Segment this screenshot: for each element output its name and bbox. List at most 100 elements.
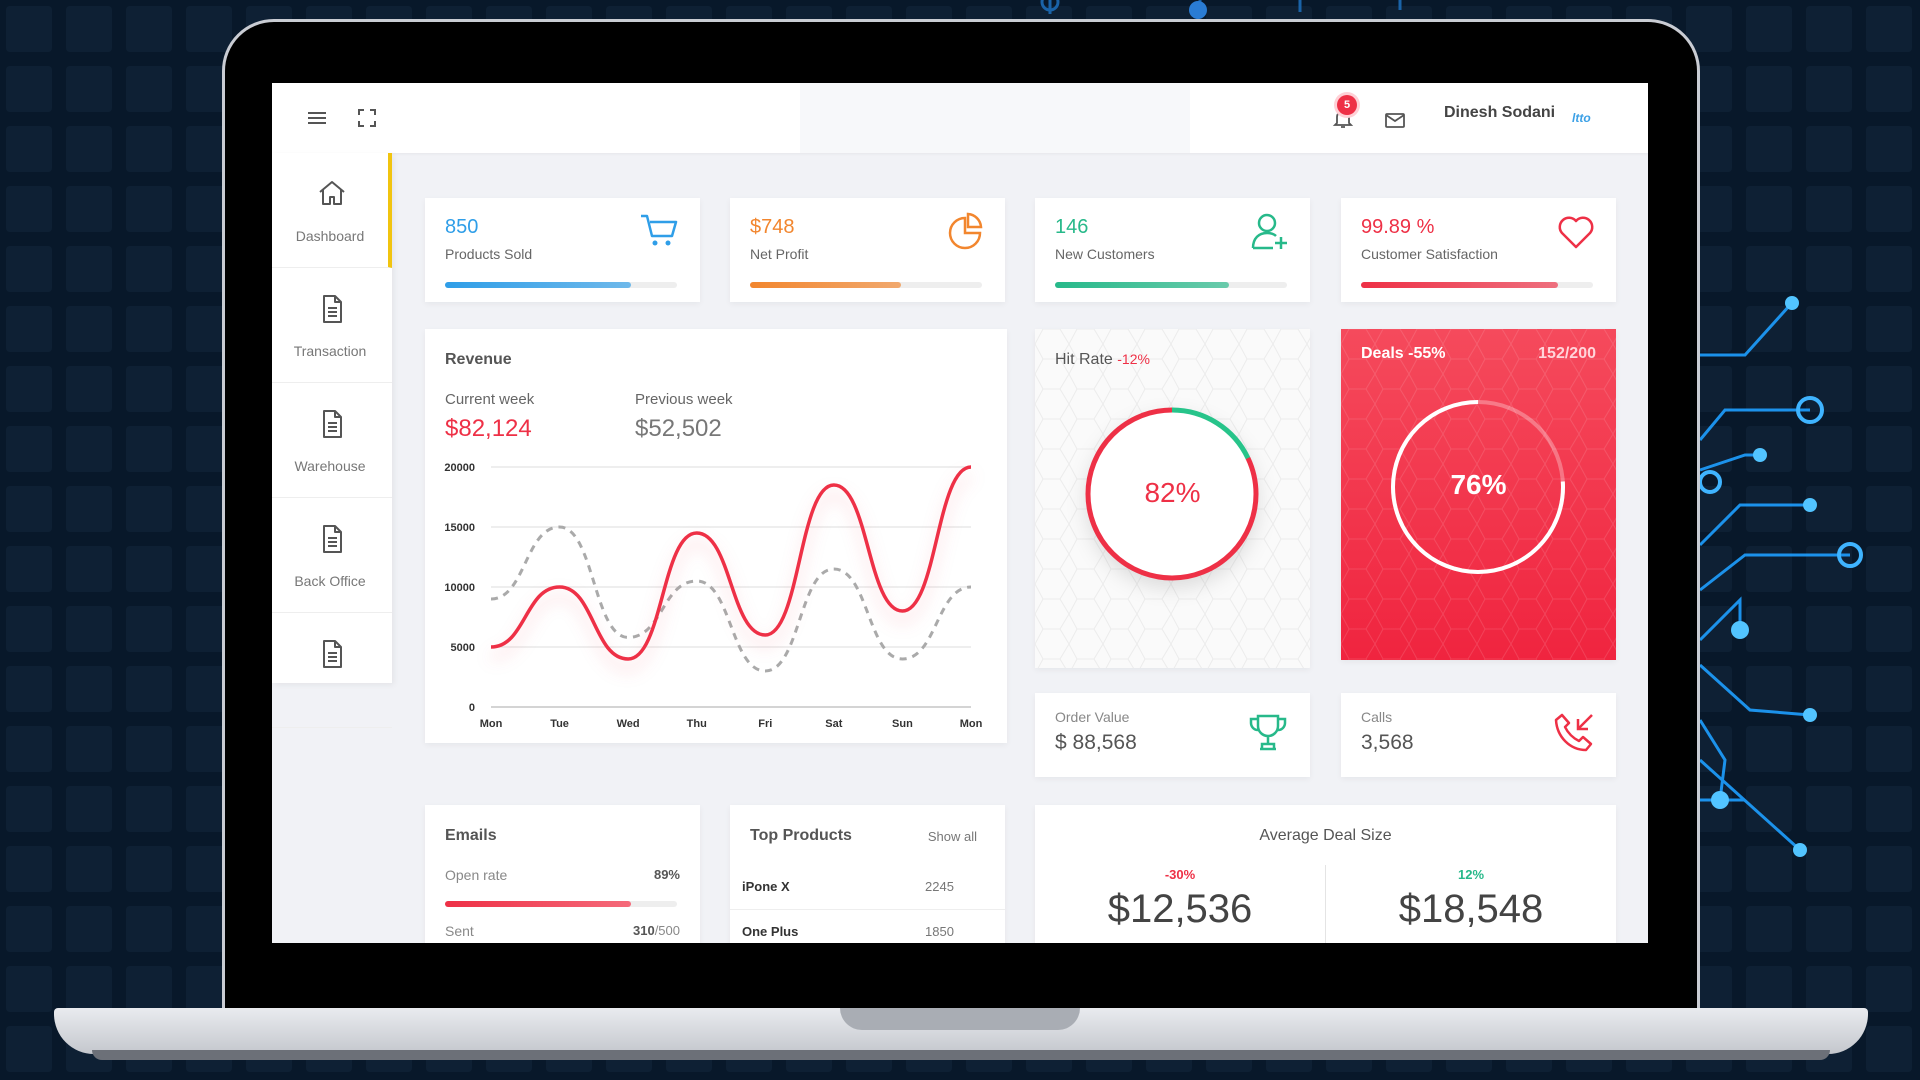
top-bar: 5 Dinesh Sodani ltto bbox=[272, 83, 1648, 153]
sidebar-item-warehouse[interactable]: Warehouse bbox=[272, 383, 392, 498]
sent-value-group: 310/500 bbox=[633, 923, 680, 938]
x-tick-label: Wed bbox=[617, 718, 640, 730]
open-rate-label: Open rate bbox=[445, 867, 508, 883]
sidebar-item-dashboard[interactable]: Dashboard bbox=[272, 153, 392, 268]
mail-icon[interactable] bbox=[1384, 109, 1406, 131]
previous-week-series-line bbox=[490, 525, 972, 673]
sent-total: /500 bbox=[654, 923, 680, 938]
laptop-base-edge bbox=[92, 1050, 1830, 1060]
product-count: 1850 bbox=[925, 924, 954, 939]
laptop-notch bbox=[840, 1008, 1080, 1030]
deals-card: Deals -55% 152/200 76% bbox=[1341, 329, 1616, 660]
top-products-title: Top Products bbox=[750, 827, 852, 844]
deals-percent: 76% bbox=[1450, 469, 1507, 500]
show-all-link[interactable]: Show all bbox=[927, 829, 977, 844]
stat-label: New Customers bbox=[1055, 246, 1155, 262]
previous-week-label: Previous week bbox=[635, 391, 733, 408]
document-icon bbox=[323, 525, 342, 553]
revenue-card: Revenue Current week $82,124 Previous we… bbox=[425, 329, 1007, 743]
heart-icon bbox=[1558, 216, 1594, 249]
hit-rate-title: Hit Rate bbox=[1055, 351, 1113, 368]
user-name[interactable]: Dinesh Sodani bbox=[1444, 104, 1556, 121]
y-tick-label: 0 bbox=[469, 702, 475, 714]
right-deal-change: 12% bbox=[1457, 867, 1485, 882]
left-deal-value: $12,536 bbox=[1107, 887, 1253, 931]
divider bbox=[1325, 865, 1326, 943]
sidebar-item-label: Transaction bbox=[293, 343, 367, 359]
left-deal-change: -30% bbox=[1164, 867, 1196, 882]
y-tick-label: 15000 bbox=[444, 522, 475, 534]
stat-value: 99.89 % bbox=[1361, 216, 1435, 238]
menu-icon[interactable] bbox=[306, 107, 328, 129]
stat-card-net-profit: $748 Net Profit bbox=[730, 198, 1005, 302]
document-icon bbox=[323, 295, 342, 323]
y-tick-label: 20000 bbox=[444, 462, 475, 474]
sidebar-item-back-office[interactable]: Back Office bbox=[272, 498, 392, 613]
table-row[interactable]: One Plus 1850 bbox=[730, 909, 1005, 943]
sidebar-item-label: Warehouse bbox=[294, 458, 366, 474]
revenue-line-chart: 0 5000 10000 15000 20000 Mon Tue Wed Thu Fri Sat Su… bbox=[444, 462, 983, 730]
dashboard-screen: 5 Dinesh Sodani ltto Dashboard Transactio… bbox=[272, 83, 1648, 943]
hit-rate-percent: 82% bbox=[1144, 477, 1201, 508]
previous-week-value: $52,502 bbox=[635, 415, 722, 442]
emails-title: Emails bbox=[445, 827, 497, 844]
stat-progress-fill bbox=[1361, 282, 1559, 288]
x-tick-label: Mon bbox=[480, 718, 503, 730]
fullscreen-icon[interactable] bbox=[356, 107, 378, 129]
stat-label: Products Sold bbox=[445, 246, 533, 262]
stat-progress-fill bbox=[445, 282, 631, 288]
phone-incoming-icon bbox=[1554, 713, 1593, 752]
emails-card: Emails Open rate 89% Sent 310/500 bbox=[425, 805, 700, 943]
right-deal-value: $18,548 bbox=[1398, 887, 1544, 931]
table-row[interactable]: iPone X 2245 bbox=[730, 867, 1005, 909]
stat-value: $748 bbox=[750, 216, 795, 238]
trophy-icon bbox=[1249, 714, 1287, 751]
brand-logo: ltto bbox=[1572, 111, 1591, 125]
pie-icon bbox=[948, 212, 983, 250]
x-tick-label: Tue bbox=[550, 718, 569, 730]
stat-progress-bar bbox=[445, 282, 677, 288]
stat-value: 146 bbox=[1055, 216, 1089, 238]
order-value-card: Order Value $ 88,568 bbox=[1035, 693, 1310, 777]
sidebar: Dashboard Transaction Warehouse Back Office bbox=[272, 153, 392, 728]
sidebar-item-more[interactable] bbox=[272, 613, 392, 728]
sidebar-item-transaction[interactable]: Transaction bbox=[272, 268, 392, 383]
stat-progress-fill bbox=[1055, 282, 1229, 288]
sidebar-item-label: Dashboard bbox=[295, 228, 365, 244]
document-icon bbox=[323, 640, 342, 668]
notification-badge[interactable]: 5 bbox=[1337, 95, 1357, 115]
x-tick-label: Mon bbox=[960, 718, 983, 730]
sidebar-item-label: Back Office bbox=[294, 573, 366, 589]
order-value-label: Order Value bbox=[1055, 709, 1130, 725]
sent-label: Sent bbox=[445, 923, 474, 939]
document-icon bbox=[323, 410, 342, 438]
hit-rate-card: Hit Rate -12% 82% bbox=[1035, 329, 1310, 668]
x-tick-label: Thu bbox=[687, 718, 707, 730]
hexagon-pattern bbox=[1035, 329, 1310, 668]
hit-rate-arc bbox=[1085, 407, 1259, 581]
revenue-title: Revenue bbox=[445, 351, 512, 368]
stat-card-customer-satisfaction: 99.89 % Customer Satisfaction bbox=[1341, 198, 1616, 302]
hexagon-pattern-red bbox=[1341, 329, 1616, 660]
calls-label: Calls bbox=[1361, 709, 1393, 725]
hit-rate-header: Hit Rate -12% bbox=[1055, 351, 1150, 369]
open-rate-value: 89% bbox=[653, 867, 680, 882]
top-products-card: Top Products Show all iPone X 2245 One Plu… bbox=[730, 805, 1005, 943]
current-week-label: Current week bbox=[445, 391, 535, 408]
deals-arc bbox=[1391, 400, 1565, 574]
stat-label: Net Profit bbox=[750, 246, 809, 262]
current-week-series-line bbox=[490, 465, 972, 661]
average-deal-title: Average Deal Size bbox=[1259, 827, 1392, 844]
open-rate-bar-fill bbox=[445, 901, 631, 907]
x-tick-label: Sat bbox=[825, 718, 842, 730]
stat-label: Customer Satisfaction bbox=[1361, 246, 1498, 262]
hit-rate-change: -12% bbox=[1117, 351, 1150, 367]
product-name: One Plus bbox=[742, 924, 799, 939]
average-deal-card: Average Deal Size -30% $12,536 12% $18,5… bbox=[1035, 805, 1616, 943]
stat-progress-bar bbox=[1361, 282, 1593, 288]
y-tick-label: 5000 bbox=[451, 642, 475, 654]
home-icon bbox=[319, 181, 345, 205]
stat-progress-bar bbox=[1055, 282, 1287, 288]
stat-card-products-sold: 850 Products Sold bbox=[425, 198, 700, 302]
current-week-value: $82,124 bbox=[445, 415, 532, 442]
